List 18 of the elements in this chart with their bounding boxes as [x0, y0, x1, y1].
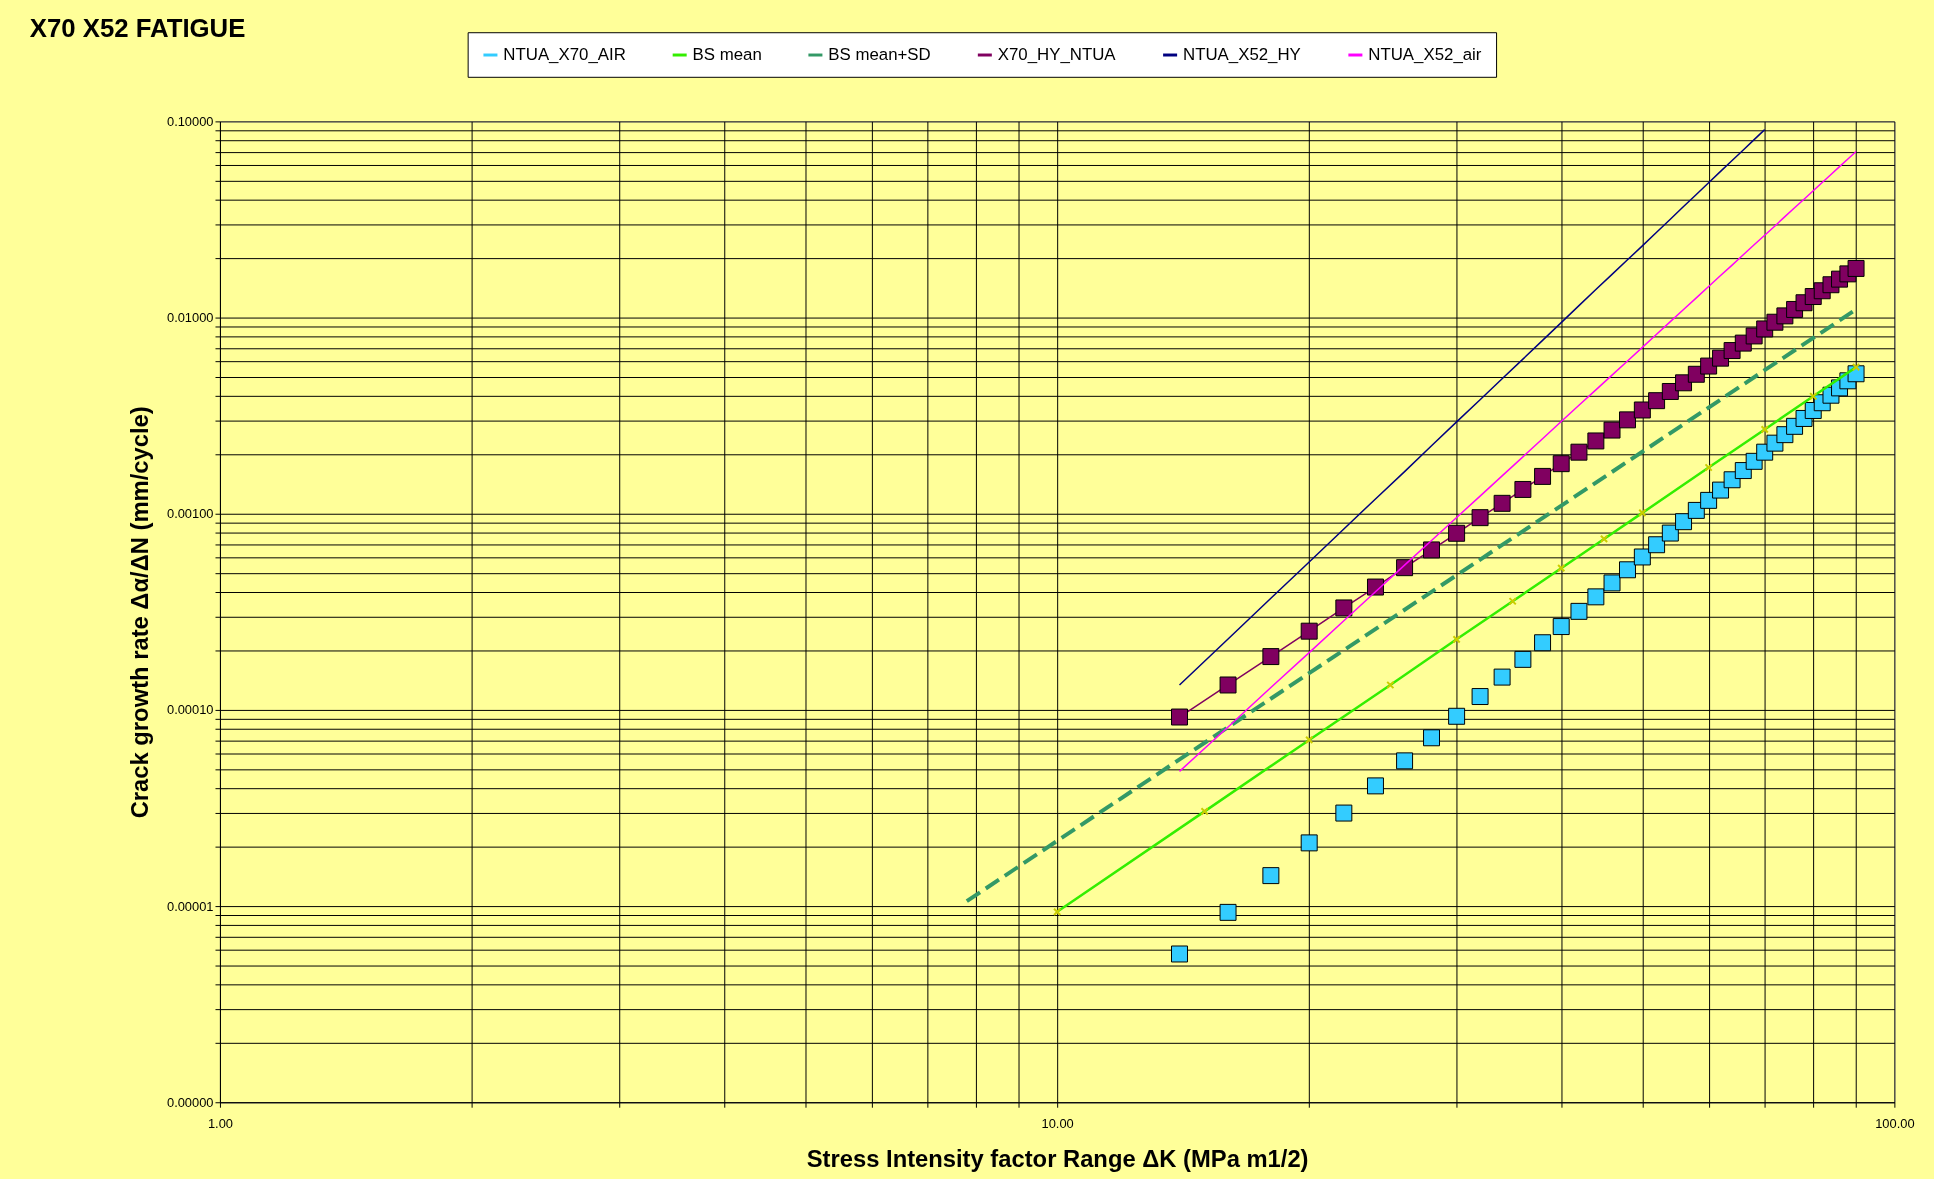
x-axis-title: Stress Intensity factor Range ΔK (MPa m1/2): [806, 1145, 1309, 1173]
y-tick-label: 0.00010: [166, 702, 214, 718]
legend-label: NTUA_X70_AIR: [503, 44, 626, 64]
legend-label: NTUA_X52_air: [1368, 44, 1482, 64]
x-tick-label: 100.00: [1875, 1115, 1915, 1131]
legend-label: NTUA_X52_HY: [1182, 44, 1301, 64]
chart-title: X70 X52 FATIGUE: [29, 13, 246, 42]
y-tick-label: 0.00000: [166, 1094, 214, 1110]
y-tick-label: 0.01000: [166, 310, 214, 326]
x-tick-label: 10.00: [1041, 1115, 1074, 1131]
x-tick-label: 1.00: [207, 1115, 233, 1131]
y-tick-label: 0.10000: [166, 113, 214, 129]
legend-label: BS mean: [692, 44, 762, 64]
y-tick-label: 0.00100: [166, 506, 214, 522]
y-axis-title: Crack growth rate Δα/ΔN (mm/cycle): [126, 406, 154, 819]
legend-label: X70_HY_NTUA: [997, 44, 1117, 64]
y-tick-label: 0.00001: [166, 898, 214, 914]
legend-label: BS mean+SD: [828, 44, 931, 64]
